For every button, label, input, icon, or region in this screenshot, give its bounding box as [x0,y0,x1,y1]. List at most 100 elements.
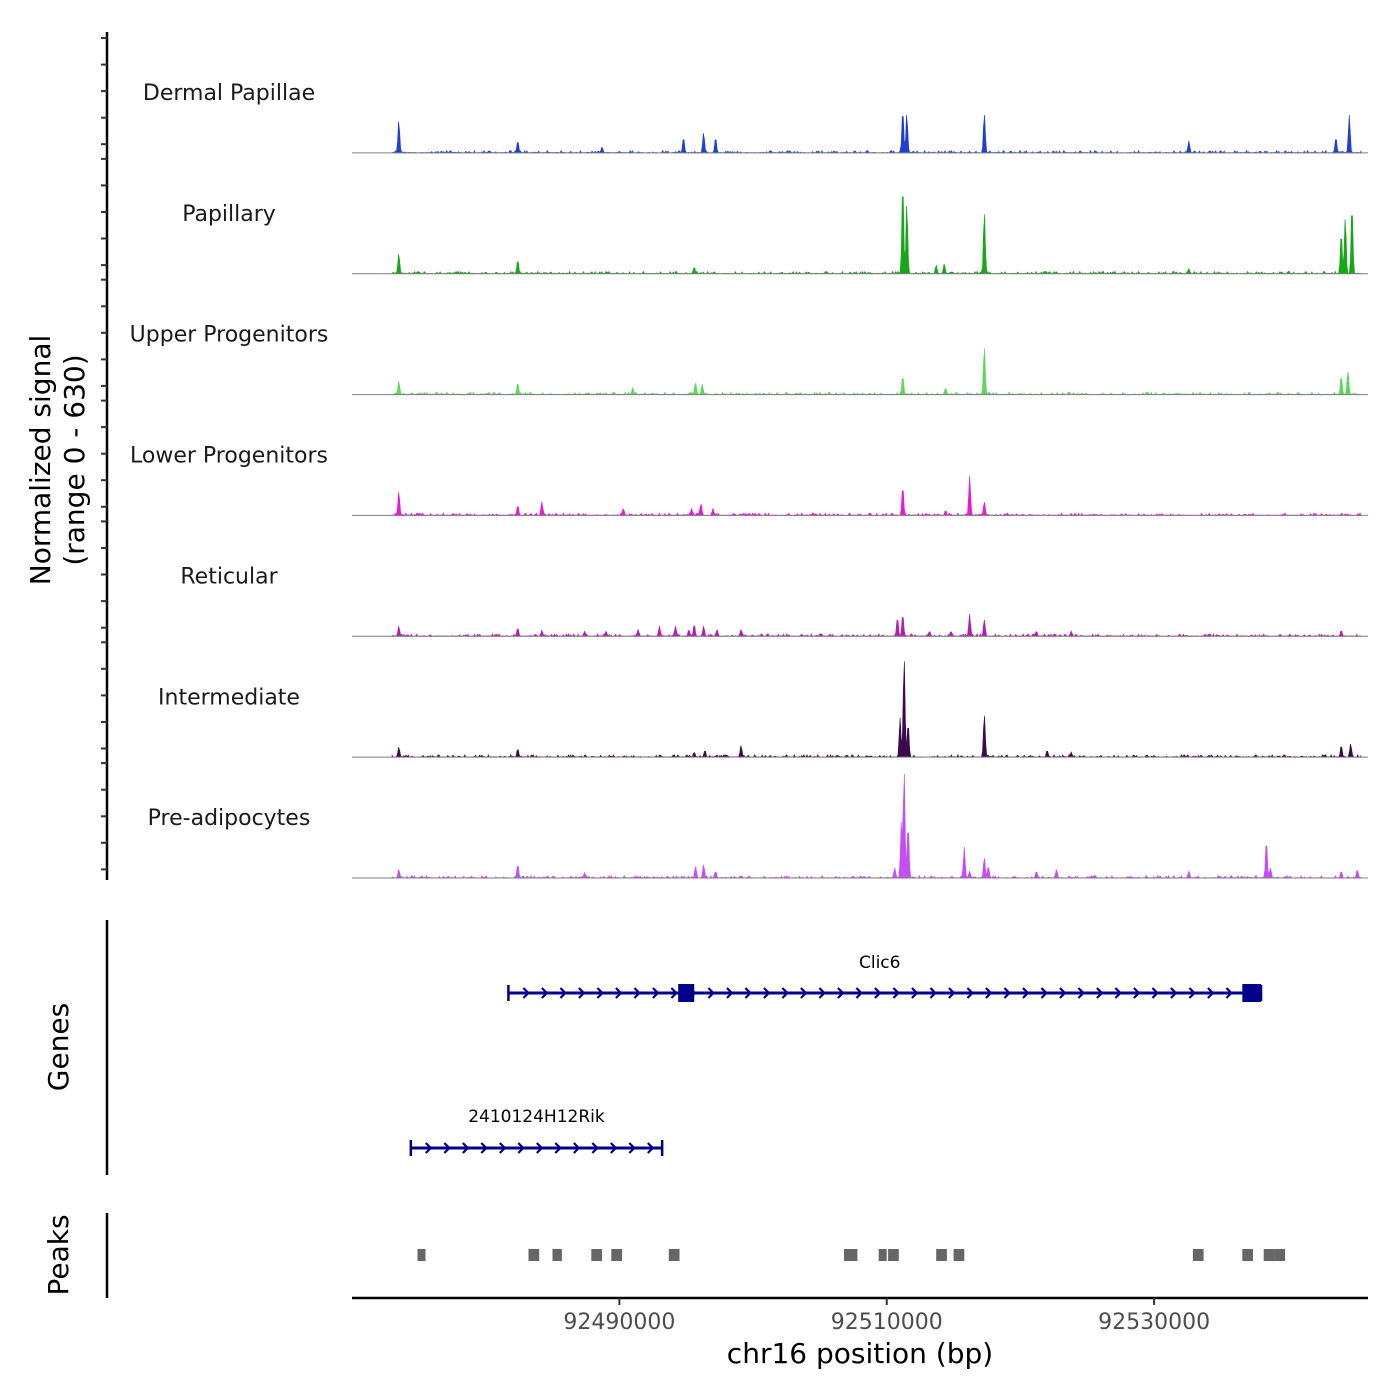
x-axis-title: chr16 position (bp) [727,1337,993,1370]
peak-region [552,1249,562,1261]
strand-chevron [559,987,567,999]
peak-region [528,1249,540,1261]
coverage-area-reticular [391,613,1362,638]
gene-label-2410124h12rik: 2410124H12Rik [468,1107,605,1127]
strand-chevron [1096,987,1104,999]
strand-chevron [443,1142,451,1154]
coverage-area-intermediate [391,661,1362,758]
coverage-area-pre-adipocytes [391,773,1362,879]
strand-chevron [670,987,678,999]
strand-chevron [985,987,993,999]
gene-clic6: Clic6 [507,953,1263,1002]
track-label-reticular: Reticular [180,564,278,589]
peak-region [936,1249,947,1261]
strand-chevron [573,1142,581,1154]
track-intermediate: Intermediate [158,661,1368,758]
strand-chevron [800,987,808,999]
strand-chevron [633,987,641,999]
track-label-dermal-papillae: Dermal Papillae [143,81,315,106]
strand-chevron [744,987,752,999]
strand-chevron [1077,987,1085,999]
strand-chevron [892,987,900,999]
strand-chevron [1040,987,1048,999]
strand-chevron [480,1142,488,1154]
strand-chevron [462,1142,470,1154]
peak-region [1274,1249,1286,1261]
coverage-area-lower-progenitors [391,475,1362,517]
coverage-area-dermal-papillae [391,114,1362,154]
x-tick-label: 92490000 [563,1310,675,1335]
strand-chevron [628,1142,636,1154]
strand-chevron [763,987,771,999]
strand-chevron [948,987,956,999]
gene-exon [678,984,695,1002]
track-lower-progenitors: Lower Progenitors [130,444,1368,517]
strand-chevron [1133,987,1141,999]
peak-region [1242,1249,1253,1261]
strand-chevron [1225,987,1233,999]
strand-chevron [911,987,919,999]
track-label-pre-adipocytes: Pre-adipocytes [148,806,311,831]
peak-region [878,1249,887,1261]
strand-chevron [499,1142,507,1154]
strand-chevron [1170,987,1178,999]
strand-chevron [707,987,715,999]
strand-chevron [554,1142,562,1154]
track-label-lower-progenitors: Lower Progenitors [130,444,328,469]
track-dermal-papillae: Dermal Papillae [143,81,1368,154]
track-upper-progenitors: Upper Progenitors [130,323,1368,396]
peaks-panel [105,1213,1286,1298]
strand-chevron [578,987,586,999]
strand-chevron [615,987,623,999]
genes-panel: Clic6 2410124H12Rik [105,920,1263,1175]
genes-track-title: Genes [42,1003,75,1091]
x-axis: 92490000 92510000 92530000 [352,1296,1368,1335]
peak-region [953,1249,965,1261]
peak-region [417,1249,426,1261]
gene-label-clic6: Clic6 [859,953,900,973]
strand-chevron [652,987,660,999]
strand-chevron [966,987,974,999]
track-pre-adipocytes: Pre-adipocytes [148,773,1368,879]
strand-chevron [726,987,734,999]
strand-chevron [1003,987,1011,999]
peak-region [611,1249,622,1261]
coverage-area-papillary [391,196,1362,275]
peak-region [591,1249,602,1261]
strand-chevron [781,987,789,999]
coverage-y-axis [101,32,109,880]
strand-chevron [1059,987,1067,999]
strand-chevron [1151,987,1159,999]
strand-chevron [837,987,845,999]
peak-region [1263,1249,1275,1261]
strand-chevron [591,1142,599,1154]
peaks-track-title: Peaks [42,1214,75,1295]
strand-chevron [610,1142,618,1154]
strand-chevron [541,987,549,999]
track-label-upper-progenitors: Upper Progenitors [130,323,329,348]
track-label-intermediate: Intermediate [158,685,300,710]
coverage-area-upper-progenitors [391,348,1362,396]
peak-region [888,1249,899,1261]
strand-chevron [855,987,863,999]
peak-region [844,1249,858,1261]
strand-chevron [517,1142,525,1154]
strand-chevron [1207,987,1215,999]
strand-chevron [874,987,882,999]
strand-chevron [1114,987,1122,999]
strand-chevron [425,1142,433,1154]
gene-exon [1242,984,1262,1002]
strand-chevron [596,987,604,999]
strand-chevron [929,987,937,999]
strand-chevron [536,1142,544,1154]
y-axis-title-line2: (range 0 - 630) [58,354,91,565]
peak-region [668,1249,680,1261]
coverage-panel: Dermal Papillae Papillary Upper Progenitor… [130,81,1368,879]
x-tick-label: 92530000 [1098,1310,1210,1335]
track-reticular: Reticular [180,564,1368,638]
strand-chevron [1022,987,1030,999]
track-papillary: Papillary [182,196,1368,275]
strand-chevron [647,1142,655,1154]
gene-2410124h12rik: 2410124H12Rik [409,1107,664,1156]
